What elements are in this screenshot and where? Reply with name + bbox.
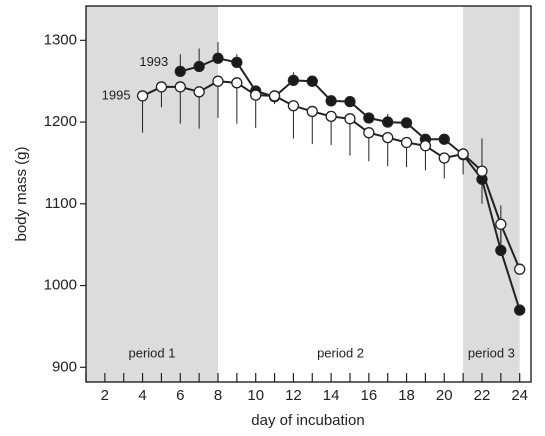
data-point xyxy=(363,127,375,139)
data-point xyxy=(306,75,318,87)
data-point xyxy=(344,95,356,108)
x-tick-label: 4 xyxy=(138,387,146,404)
y-tick-label: 900 xyxy=(52,358,77,375)
series-label: 1995 xyxy=(102,87,131,102)
period-label: period 1 xyxy=(129,345,176,360)
data-point xyxy=(400,117,413,129)
data-point xyxy=(325,95,337,107)
data-point xyxy=(325,110,337,122)
x-tick-label: 16 xyxy=(360,387,377,404)
data-point xyxy=(363,112,375,124)
data-point xyxy=(174,81,186,93)
x-tick-label: 20 xyxy=(436,387,453,404)
data-point xyxy=(250,89,262,101)
y-tick-label: 1100 xyxy=(45,195,77,212)
x-tick-label: 24 xyxy=(511,387,528,404)
data-point xyxy=(231,77,243,89)
data-point xyxy=(174,65,186,78)
data-point xyxy=(344,113,356,125)
data-point xyxy=(382,131,394,144)
data-point xyxy=(155,81,168,93)
data-point xyxy=(136,90,149,102)
data-point xyxy=(457,148,469,160)
data-point xyxy=(231,56,243,69)
x-tick-label: 2 xyxy=(101,387,109,404)
y-axis-label: body mass (g) xyxy=(13,146,30,241)
data-point xyxy=(438,133,450,145)
x-tick-label: 12 xyxy=(285,387,302,404)
period-label: period 3 xyxy=(468,345,515,360)
data-point xyxy=(514,304,526,316)
data-point xyxy=(193,86,205,98)
data-point xyxy=(476,165,488,177)
data-point xyxy=(514,263,526,275)
data-point xyxy=(287,74,300,87)
data-point xyxy=(400,136,413,149)
data-point xyxy=(306,105,318,118)
series-label: 1993 xyxy=(139,54,168,69)
x-tick-label: 18 xyxy=(398,387,415,404)
y-tick-label: 1200 xyxy=(44,113,77,130)
data-point xyxy=(495,218,507,230)
data-point xyxy=(268,90,281,102)
data-point xyxy=(419,140,432,152)
data-point xyxy=(438,152,450,164)
period-label: period 2 xyxy=(317,345,364,360)
data-point xyxy=(193,60,205,73)
x-tick-label: 14 xyxy=(323,387,340,404)
data-point xyxy=(495,244,507,257)
x-tick-label: 10 xyxy=(247,387,264,404)
data-point xyxy=(382,116,394,128)
data-point xyxy=(212,52,224,64)
x-tick-label: 8 xyxy=(214,387,222,404)
x-tick-label: 22 xyxy=(474,387,491,404)
x-axis-label: day of incubation xyxy=(251,412,364,429)
data-point xyxy=(212,75,224,87)
data-point xyxy=(287,100,300,112)
x-tick-label: 6 xyxy=(176,387,184,404)
y-tick-label: 1300 xyxy=(44,31,77,48)
plot-frame xyxy=(85,5,532,383)
period-shade xyxy=(463,6,520,382)
y-tick-label: 1000 xyxy=(44,277,77,294)
